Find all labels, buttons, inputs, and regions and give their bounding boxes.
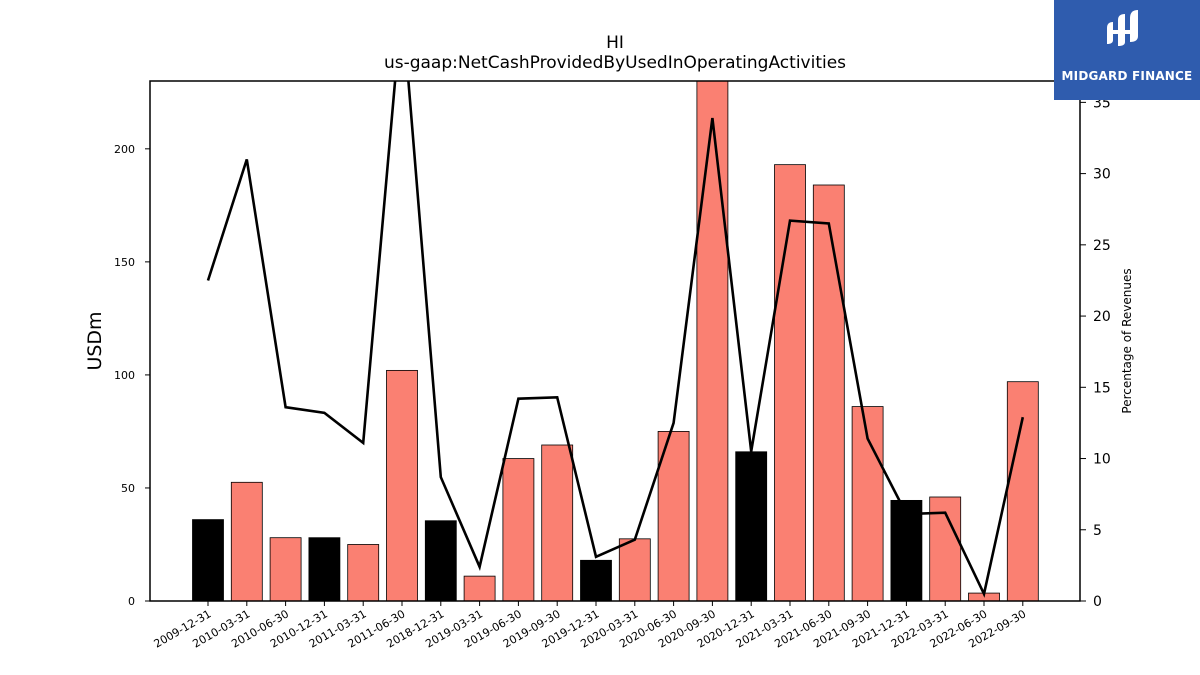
bar-2020-12-31 (735, 451, 768, 601)
bar-2010-06-30 (269, 537, 302, 601)
bar-2010-03-31 (230, 481, 263, 601)
bar-2020-09-30 (696, 81, 729, 601)
y2-tick-label: 20 (1093, 309, 1111, 325)
bar-2022-09-30 (1006, 381, 1039, 601)
y-tick-label: 200 (114, 143, 135, 156)
bar-2011-06-30 (386, 369, 418, 601)
chart-title: HI (606, 33, 624, 53)
bar-2018-12-31 (424, 520, 457, 601)
percentage-line (206, 81, 1025, 598)
bar-2020-06-30 (657, 431, 690, 601)
y-tick-label: 100 (114, 369, 135, 382)
plot-frame (149, 80, 1081, 602)
y-axis-label: USDm (84, 311, 106, 370)
bar-2019-09-30 (541, 444, 574, 601)
brand-logo: MIDGARD FINANCE (1054, 0, 1200, 100)
bar-2010-12-31 (308, 537, 341, 601)
bar-2019-06-30 (502, 458, 535, 601)
y2-tick-label: 0 (1093, 594, 1102, 610)
logo-text: MIDGARD FINANCE (1061, 69, 1193, 83)
bar-2021-12-31 (890, 499, 923, 601)
bar-2021-03-31 (774, 164, 806, 601)
bar-2021-06-30 (812, 184, 845, 601)
y-tick-label: 50 (121, 482, 135, 495)
chart-subtitle: us-gaap:NetCashProvidedByUsedInOperating… (384, 53, 846, 73)
bar-2019-12-31 (580, 559, 612, 601)
y-tick-label: 0 (128, 595, 135, 608)
bar-2009-12-31 (192, 519, 224, 601)
y2-tick-label: 30 (1093, 167, 1111, 183)
y-tick-label: 150 (114, 256, 135, 269)
left-axis-ticks: 0 50 100 150 200 (114, 143, 150, 608)
bar-2020-03-31 (618, 538, 651, 601)
bar-2011-03-31 (347, 544, 380, 601)
y2-tick-label: 15 (1093, 380, 1111, 396)
y2-tick-label: 5 (1093, 523, 1102, 539)
x-axis-ticks: 2009-12-312010-03-312010-06-302010-12-31… (152, 601, 1028, 651)
y2-axis-label: Percentage of Revenues (1120, 268, 1134, 413)
logo-mark-icon (1107, 10, 1138, 46)
bar-2019-03-31 (463, 575, 496, 601)
bar-series (192, 81, 1039, 601)
line-series (206, 81, 1025, 598)
y2-tick-label: 10 (1093, 452, 1111, 468)
y2-tick-label: 25 (1093, 238, 1111, 254)
